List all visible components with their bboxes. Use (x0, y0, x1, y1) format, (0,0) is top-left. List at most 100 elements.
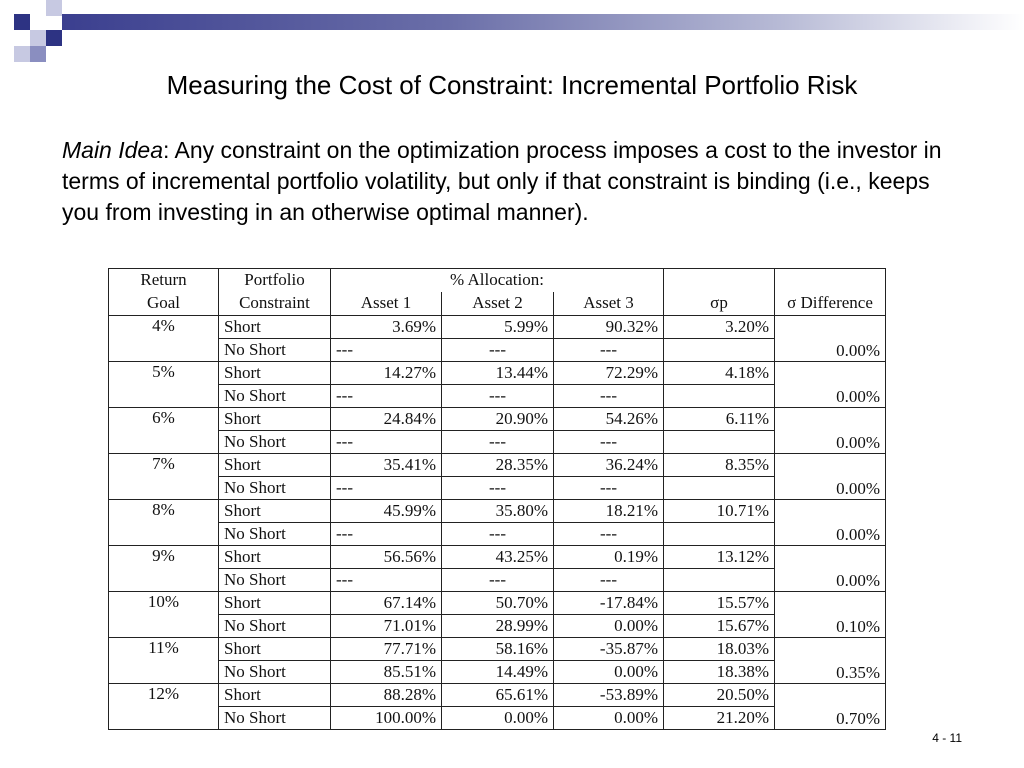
sigma-diff-cell: 0.00% (775, 362, 886, 408)
table-row: 11% Short 77.71% 58.16% -35.87% 18.03% 0… (109, 638, 886, 661)
asset1-cell: 56.56% (331, 546, 442, 569)
asset3-cell: 0.00% (554, 615, 664, 638)
header-asset3: Asset 3 (554, 292, 664, 316)
asset3-cell: -53.89% (554, 684, 664, 707)
sigma-diff-cell: 0.00% (775, 546, 886, 592)
asset3-cell: --- (554, 477, 664, 500)
return-goal-cell: 7% (109, 454, 219, 500)
asset2-cell: 43.25% (442, 546, 554, 569)
sigma-diff-cell: 0.00% (775, 408, 886, 454)
asset2-cell: --- (442, 385, 554, 408)
asset1-cell: --- (331, 523, 442, 546)
sigma-cell: 10.71% (664, 500, 775, 523)
asset3-cell: 54.26% (554, 408, 664, 431)
table-row: 6% Short 24.84% 20.90% 54.26% 6.11% 0.00… (109, 408, 886, 431)
main-idea-text: : Any constraint on the optimization pro… (62, 137, 942, 225)
asset3-cell: --- (554, 431, 664, 454)
asset1-cell: --- (331, 569, 442, 592)
constraint-cell: No Short (219, 615, 331, 638)
asset3-cell: 0.00% (554, 661, 664, 684)
asset3-cell: 72.29% (554, 362, 664, 385)
asset2-cell: 0.00% (442, 707, 554, 730)
deco-square (30, 46, 46, 62)
allocation-table-container: Return Portfolio % Allocation: Goal Cons… (108, 268, 886, 730)
asset3-cell: --- (554, 523, 664, 546)
sigma-cell: 4.18% (664, 362, 775, 385)
asset3-cell: --- (554, 569, 664, 592)
sigma-cell (664, 477, 775, 500)
asset1-cell: 85.51% (331, 661, 442, 684)
asset2-cell: --- (442, 431, 554, 454)
sigma-cell: 21.20% (664, 707, 775, 730)
sigma-cell: 3.20% (664, 316, 775, 339)
constraint-cell: Short (219, 592, 331, 615)
asset2-cell: 14.49% (442, 661, 554, 684)
header-return: Return (109, 269, 219, 292)
asset2-cell: 13.44% (442, 362, 554, 385)
header-sigma-diff: σ Difference (775, 292, 886, 316)
table-row: No Short --- --- --- (109, 523, 886, 546)
sigma-diff-cell: 0.00% (775, 454, 886, 500)
table-row: No Short 100.00% 0.00% 0.00% 21.20% (109, 707, 886, 730)
table-row: 4% Short 3.69% 5.99% 90.32% 3.20% 0.00% (109, 316, 886, 339)
table-row: 8% Short 45.99% 35.80% 18.21% 10.71% 0.0… (109, 500, 886, 523)
asset2-cell: --- (442, 477, 554, 500)
table-row: No Short --- --- --- (109, 431, 886, 454)
return-goal-cell: 11% (109, 638, 219, 684)
constraint-cell: No Short (219, 523, 331, 546)
constraint-cell: Short (219, 316, 331, 339)
constraint-cell: No Short (219, 339, 331, 362)
header-constraint-2: Constraint (219, 292, 331, 316)
sigma-cell: 8.35% (664, 454, 775, 477)
asset3-cell: --- (554, 385, 664, 408)
asset2-cell: --- (442, 569, 554, 592)
header-allocation: % Allocation: (331, 269, 664, 292)
main-idea-paragraph: Main Idea: Any constraint on the optimiz… (62, 135, 962, 228)
table-row: 10% Short 67.14% 50.70% -17.84% 15.57% 0… (109, 592, 886, 615)
table-row: 9% Short 56.56% 43.25% 0.19% 13.12% 0.00… (109, 546, 886, 569)
deco-square (30, 30, 46, 46)
asset2-cell: 20.90% (442, 408, 554, 431)
asset1-cell: --- (331, 339, 442, 362)
sigma-cell: 15.67% (664, 615, 775, 638)
asset3-cell: 18.21% (554, 500, 664, 523)
asset1-cell: --- (331, 385, 442, 408)
asset2-cell: 28.99% (442, 615, 554, 638)
table-row: No Short --- --- --- (109, 569, 886, 592)
constraint-cell: Short (219, 408, 331, 431)
deco-square (14, 46, 30, 62)
sigma-cell (664, 523, 775, 546)
return-goal-cell: 5% (109, 362, 219, 408)
sigma-cell (664, 569, 775, 592)
allocation-table: Return Portfolio % Allocation: Goal Cons… (108, 268, 886, 730)
table-row: 5% Short 14.27% 13.44% 72.29% 4.18% 0.00… (109, 362, 886, 385)
sigma-cell: 18.38% (664, 661, 775, 684)
return-goal-cell: 4% (109, 316, 219, 362)
table-row: 12% Short 88.28% 65.61% -53.89% 20.50% 0… (109, 684, 886, 707)
constraint-cell: Short (219, 546, 331, 569)
return-goal-cell: 9% (109, 546, 219, 592)
asset1-cell: 100.00% (331, 707, 442, 730)
deco-square (46, 0, 62, 16)
sigma-cell: 13.12% (664, 546, 775, 569)
sigma-cell: 20.50% (664, 684, 775, 707)
asset1-cell: 77.71% (331, 638, 442, 661)
return-goal-cell: 6% (109, 408, 219, 454)
header-blank (775, 269, 886, 292)
asset2-cell: 58.16% (442, 638, 554, 661)
asset2-cell: 65.61% (442, 684, 554, 707)
constraint-cell: No Short (219, 431, 331, 454)
asset1-cell: 88.28% (331, 684, 442, 707)
asset2-cell: 35.80% (442, 500, 554, 523)
deco-square (46, 30, 62, 46)
constraint-cell: Short (219, 362, 331, 385)
deco-square (14, 14, 30, 30)
asset1-cell: 45.99% (331, 500, 442, 523)
constraint-cell: Short (219, 500, 331, 523)
table-row: No Short --- --- --- (109, 477, 886, 500)
slide-title: Measuring the Cost of Constraint: Increm… (0, 70, 1024, 101)
table-row: No Short 85.51% 14.49% 0.00% 18.38% (109, 661, 886, 684)
constraint-cell: Short (219, 638, 331, 661)
asset1-cell: 35.41% (331, 454, 442, 477)
asset3-cell: --- (554, 339, 664, 362)
